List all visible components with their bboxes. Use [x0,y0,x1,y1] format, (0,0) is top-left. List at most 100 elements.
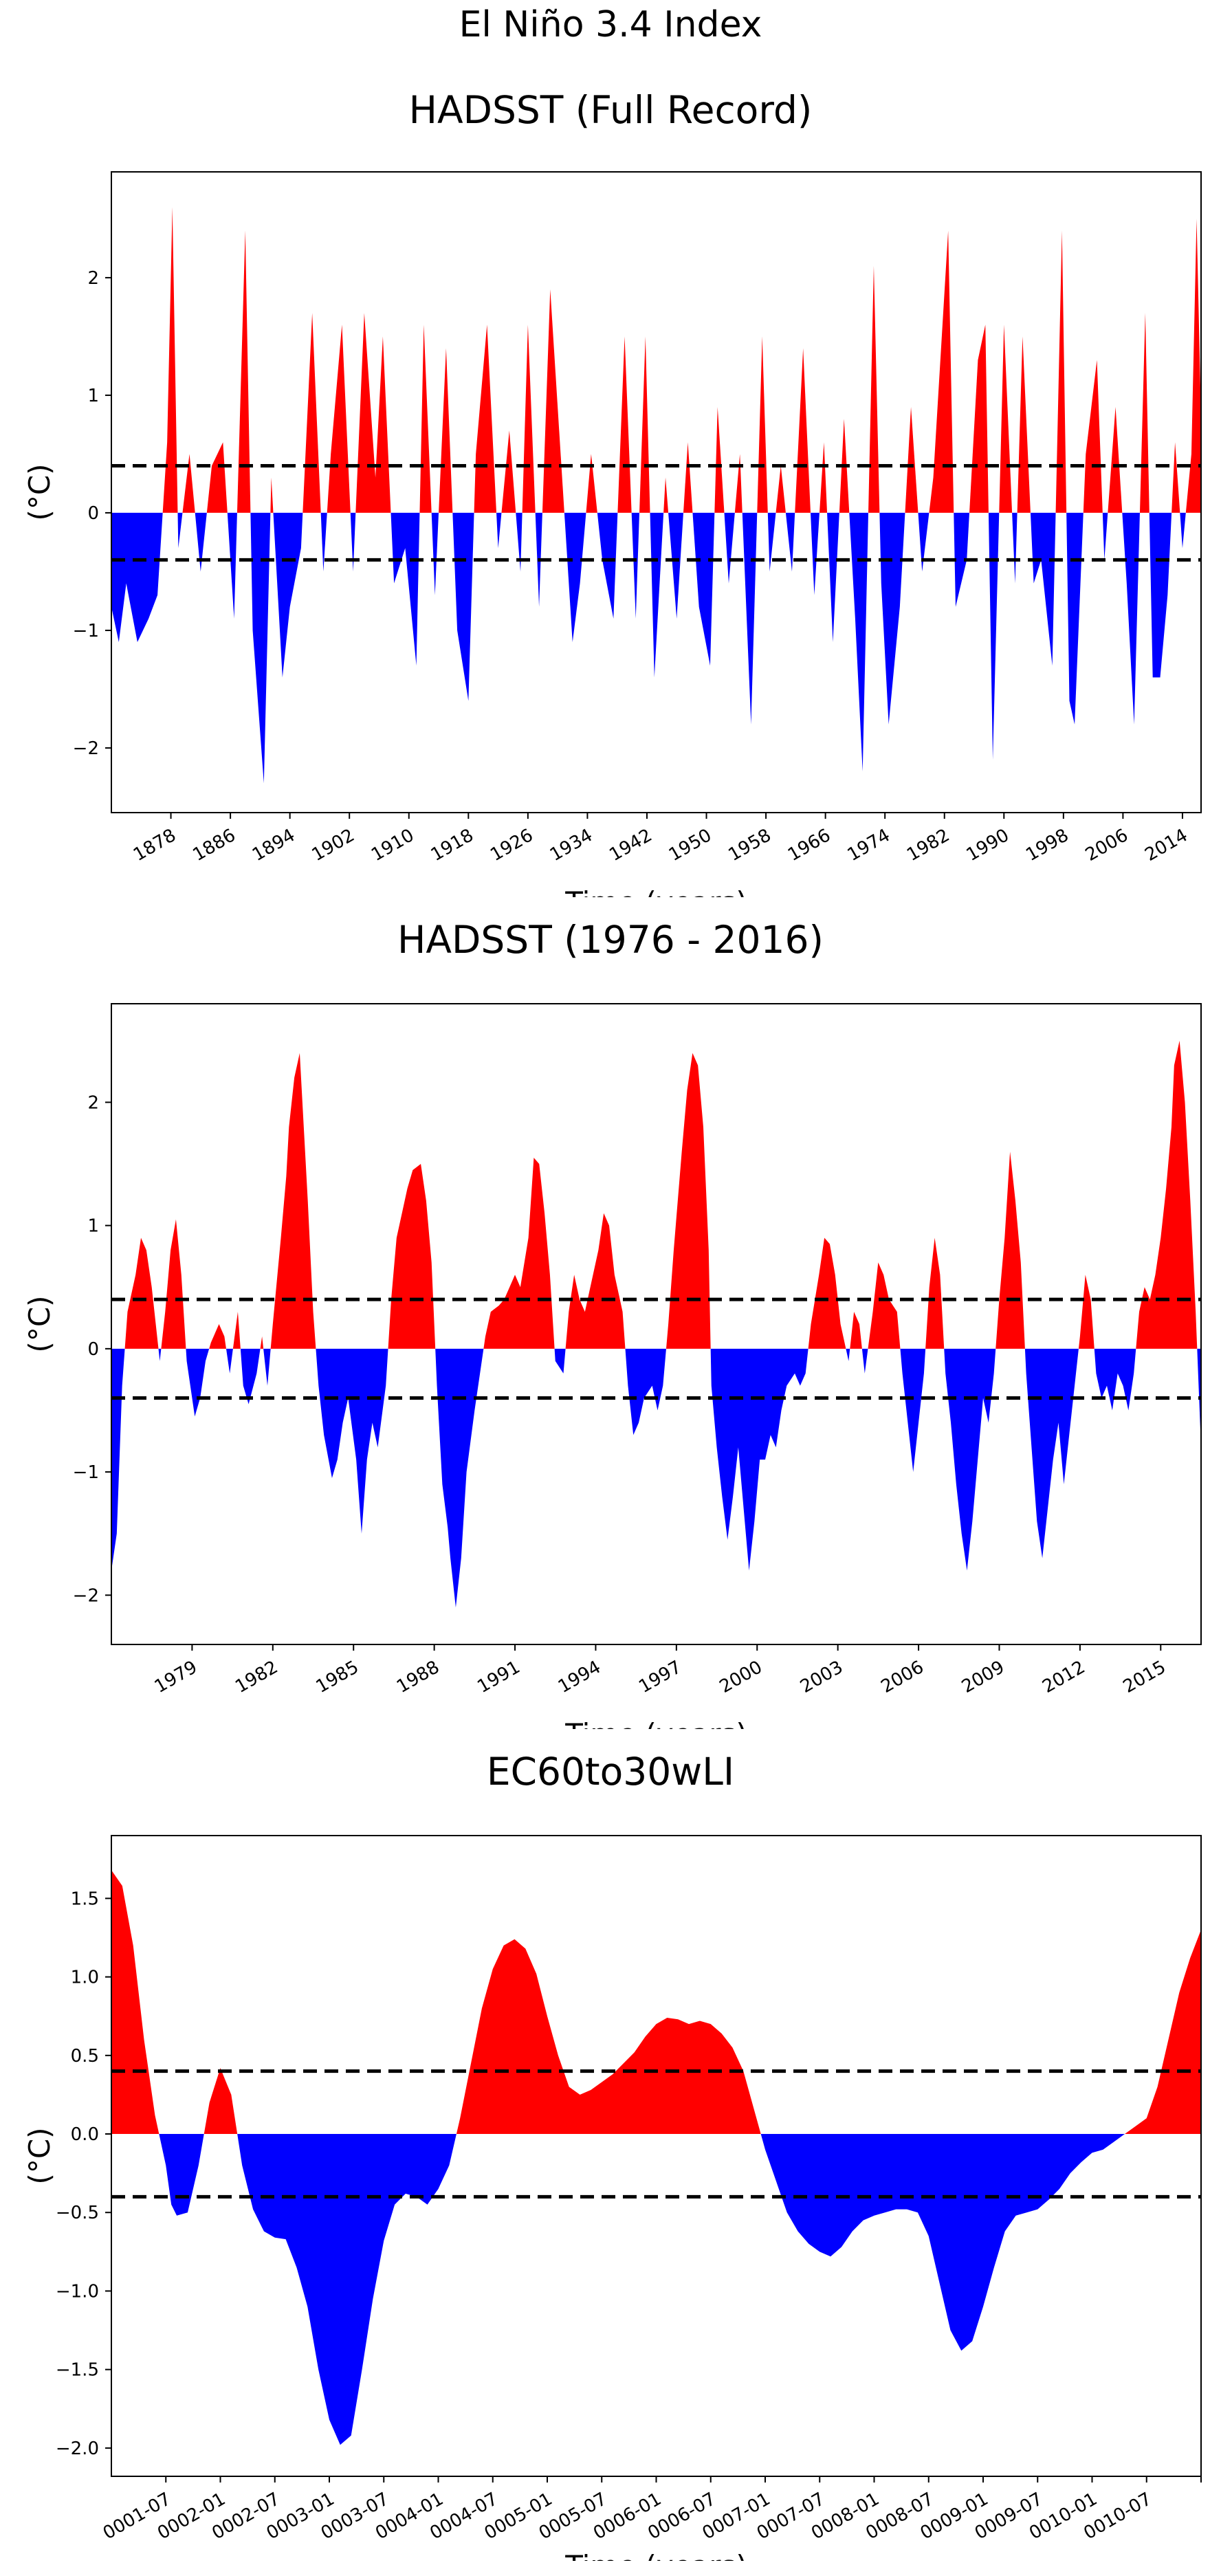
negative-anomaly-area [918,512,930,572]
x-tick-label: 1950 [666,825,715,866]
plot-frame [111,1003,1202,1645]
anomaly-fill-group [111,207,1201,784]
chart-panel-full-record: HADSST (Full Record) −2 −1 0 1 2 1878 1886 1894… [0,72,1221,897]
positive-anomaly-area [355,313,391,513]
negative-anomaly-area [954,512,970,607]
positive-anomaly-area [925,1237,945,1349]
negative-anomaly-area [668,512,683,619]
x-tick-label: 1926 [487,825,536,866]
positive-anomaly-area [999,324,1013,513]
negative-anomaly-area [625,1348,666,1435]
negative-anomaly-area [350,512,356,572]
positive-anomaly-area [111,1870,160,2135]
x-tick-label: 1902 [309,825,358,866]
negative-anomaly-area [177,512,183,549]
y-tick-label: −1 [73,621,99,641]
positive-anomaly-area [419,324,432,513]
y-tick-label: −1 [73,1462,99,1483]
x-tick-label: 1994 [555,1657,604,1697]
positive-anomaly-area [161,1219,186,1349]
negative-anomaly-area [1066,512,1084,725]
positive-anomaly-area [182,454,195,513]
positive-anomaly-area [905,407,918,513]
x-axis-label: Time (years) [564,885,747,897]
negative-anomaly-area [227,512,237,619]
negative-anomaly-area [900,1348,926,1473]
positive-anomaly-area [1136,1040,1198,1349]
chart-panel-ec60to30wli: EC60to30wLI −2.0 −1.5 −1.0 −0.5 0.0 0.5 1.0 1.5… [0,1736,1221,2561]
y-tick-label: 1.0 [71,1968,99,1988]
positive-anomaly-area [663,477,669,513]
y-tick-label: 0.5 [71,2046,99,2067]
positive-anomaly-area [542,289,564,513]
x-tick-label: 2000 [716,1657,766,1697]
y-tick-label: 2 [87,268,99,289]
y-tick-label: 0 [87,503,99,524]
positive-anomaly-area [666,1053,711,1349]
x-tick-label: 1958 [725,825,774,866]
x-tick-label: 1878 [130,825,179,866]
negative-anomaly-area [431,512,439,595]
positive-anomaly-area [260,1336,264,1349]
positive-anomaly-area [819,442,828,513]
negative-anomaly-area [1149,512,1172,678]
negative-anomaly-area [226,1348,233,1374]
x-tick-label: 1974 [844,825,894,866]
x-tick-label: 1991 [474,1657,523,1697]
negative-anomaly-area [785,512,795,572]
positive-anomaly-area [1125,1930,1201,2135]
x-tick-label: 1942 [606,825,655,866]
x-tick-label: 1894 [249,825,298,866]
negative-anomaly-area [879,512,905,725]
x-tick-label: 2009 [958,1657,1008,1697]
negative-anomaly-area [1030,512,1056,666]
x-tick-label: 2014 [1141,825,1191,866]
negative-anomaly-area [273,512,303,678]
positive-anomaly-area [501,430,516,513]
x-tick-label: 1988 [393,1657,443,1697]
negative-anomaly-area [631,512,640,619]
negative-anomaly-area [849,512,869,772]
y-axis-label: (°C) [23,2127,56,2184]
negative-anomaly-area [111,1348,125,1571]
negative-anomaly-area [496,512,502,549]
positive-anomaly-area [1139,313,1150,513]
x-tick-label: 1886 [190,825,239,866]
y-tick-label: −0.5 [56,2203,99,2223]
y-tick-label: −1.0 [56,2281,99,2302]
chart-title: EC60to30wLI [486,1750,735,1794]
positive-anomaly-area [1055,230,1067,513]
positive-anomaly-area [996,1152,1025,1349]
positive-anomaly-area [236,230,251,513]
y-tick-label: 1 [87,386,99,406]
positive-anomaly-area [734,454,742,513]
positive-anomaly-area [1083,360,1103,513]
negative-anomaly-area [861,1348,868,1374]
positive-anomaly-area [1185,219,1201,513]
positive-anomaly-area [204,2068,238,2135]
negative-anomaly-area [159,2134,204,2216]
y-tick-label: 1 [87,1216,99,1237]
negative-anomaly-area [944,1348,996,1571]
x-tick-label: 2015 [1120,1657,1169,1697]
negative-anomaly-area [742,512,758,725]
y-tick-label: −2.0 [56,2439,99,2459]
positive-anomaly-area [868,1262,901,1349]
positive-anomaly-area [1108,407,1123,513]
positive-anomaly-area [586,454,597,513]
positive-anomaly-area [683,442,693,513]
negative-anomaly-area [1102,512,1108,560]
negative-anomaly-area [724,512,735,584]
negative-anomaly-area [250,512,271,784]
negative-anomaly-area [186,1348,210,1417]
positive-anomaly-area [776,465,786,513]
x-axis-label: Time (years) [564,2549,747,2561]
x-tick-label: 1910 [368,825,417,866]
x-tick-label: 1985 [313,1657,362,1697]
y-tick-label: 0 [87,1339,99,1360]
x-tick-label: 1998 [1022,825,1072,866]
positive-anomaly-area [270,477,274,513]
negative-anomaly-area [767,512,776,572]
x-tick-label: 2006 [877,1657,927,1697]
